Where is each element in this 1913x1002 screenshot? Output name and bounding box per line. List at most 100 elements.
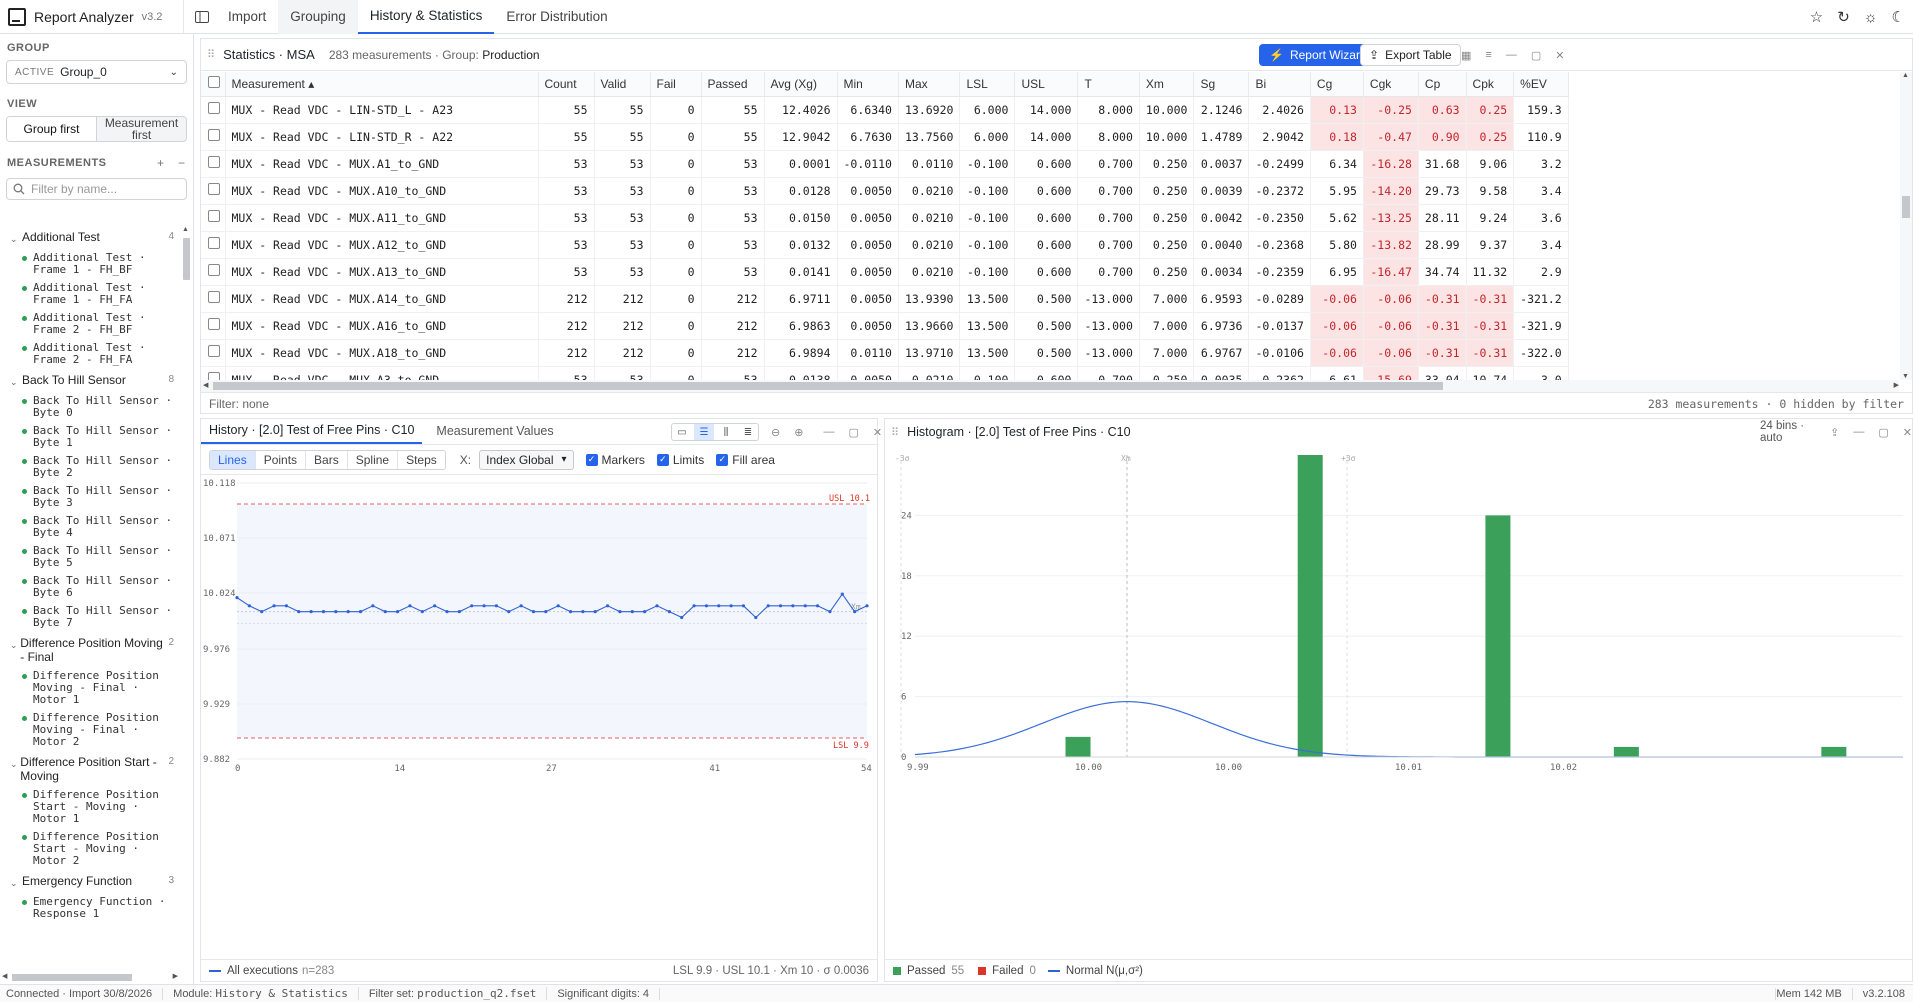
layout-cols-icon[interactable]: ⫼ [723,426,729,438]
data-point[interactable] [803,604,807,608]
export-icon[interactable]: ⇪ [1830,426,1840,439]
data-point[interactable] [321,610,326,614]
drag-handle-icon[interactable]: ⠿ [207,49,216,61]
histogram-bar[interactable] [1297,455,1323,757]
data-point[interactable] [408,604,412,608]
x-axis-select[interactable]: Index Global ▾ [479,449,574,470]
history-chart[interactable]: 10.118 10.071 10.024 9.976 9.929 9.882 0 14 27 41… [201,475,877,961]
column-header[interactable]: Bi [1248,72,1311,97]
collapse-all-icon[interactable]: − [177,156,185,170]
zoom-out-icon[interactable]: ⊖ [771,426,781,439]
table-row[interactable]: MUX - Read VDC - LIN-STD_L - A23 55 55 0 55 1… [201,96,1569,124]
data-point[interactable] [778,604,783,608]
column-header[interactable]: LSL [959,72,1016,97]
column-header[interactable]: Measurement ▴ [225,72,539,97]
mode-points[interactable]: Points [256,450,307,469]
refresh-icon[interactable]: ↻ [1837,9,1850,26]
column-header[interactable]: Cgk [1363,72,1419,97]
tree-group[interactable]: ⌄ Additional Test 4 [0,228,180,248]
mode-bars[interactable]: Bars [306,450,348,469]
data-point[interactable] [445,610,449,614]
table-row[interactable]: MUX - Read VDC - MUX.A12_to_GND 53 53 0 53 0.… [201,231,1569,259]
data-point[interactable] [334,610,338,614]
data-point[interactable] [791,604,795,608]
tab-measurement-values[interactable]: Measurement Values [436,424,554,438]
layout-list-icon[interactable]: ≣ [743,426,753,438]
data-point[interactable] [260,610,264,614]
table-row[interactable]: MUX - Read VDC - MUX.A14_to_GND 212 212 0 21… [201,285,1569,313]
select-all-checkbox[interactable] [208,76,220,89]
data-point[interactable] [482,604,486,608]
data-point[interactable] [346,610,350,614]
column-header[interactable]: Count [538,72,595,97]
row-checkbox[interactable] [208,318,220,330]
data-point[interactable] [680,615,684,620]
data-point[interactable] [865,604,869,608]
maximize-icon[interactable]: ▢ [848,426,859,439]
columns-icon[interactable]: ▦ [1461,49,1472,62]
table-hscrollbar[interactable]: ◀ ▶ [201,380,1899,392]
report-wizard-button[interactable]: ⚡ Report Wizard [1259,44,1377,66]
histogram-bar[interactable] [1821,746,1847,757]
histogram-bar[interactable] [1065,736,1091,757]
tree-scrollbar[interactable]: ▲ [181,226,191,968]
data-point[interactable] [704,604,709,608]
star-icon[interactable]: ☆ [1809,9,1824,26]
expand-all-icon[interactable]: + [156,156,164,170]
drag-handle-icon[interactable]: ⠿ [891,426,900,439]
column-header[interactable]: %EV [1513,72,1569,97]
data-point[interactable] [581,610,585,614]
group-select[interactable]: ACTIVE Group_0 ⌄ [6,60,187,84]
column-header[interactable]: Passed [701,72,765,97]
close-icon[interactable]: ✕ [1555,49,1565,62]
table-row[interactable]: MUX - Read VDC - MUX.A18_to_GND 212 212 0 21… [201,339,1569,367]
table-row[interactable]: MUX - Read VDC - MUX.A16_to_GND 212 212 0 21… [201,312,1569,340]
data-point[interactable] [692,604,696,608]
tree-item[interactable]: Back To Hill Sensor · Byte 0 [0,394,180,421]
tree-item[interactable]: Back To Hill Sensor · Byte 4 [0,514,180,541]
table-vscrollbar[interactable]: ▲ ▼ [1900,72,1912,380]
table-row[interactable]: MUX - Read VDC - MUX.A11_to_GND 53 53 0 53 0.… [201,204,1569,232]
format-icon[interactable]: ≡ [1485,49,1492,61]
data-point[interactable] [395,610,400,614]
tree-item[interactable]: Back To Hill Sensor · Byte 1 [0,424,180,451]
column-header[interactable]: USL [1014,72,1079,97]
row-checkbox[interactable] [208,210,220,222]
data-point[interactable] [309,610,313,614]
tree-item[interactable]: Additional Test · Frame 2 - FH_FA [0,341,180,368]
data-point[interactable] [531,610,536,614]
row-checkbox[interactable] [208,237,220,249]
column-header[interactable]: Sg [1193,72,1250,97]
data-point[interactable] [840,592,844,596]
tree-item[interactable]: Back To Hill Sensor · Byte 6 [0,574,180,601]
tree-item[interactable]: Additional Test · Frame 1 - FH_BF [0,251,180,278]
data-point[interactable] [457,610,461,614]
close-icon[interactable]: ✕ [872,426,883,439]
row-checkbox[interactable] [208,156,220,168]
tree-item[interactable]: Emergency Function · Response 1 [0,895,180,922]
tree-item[interactable]: Additional Test · Frame 2 - FH_BF [0,311,180,338]
row-checkbox[interactable] [208,129,220,141]
column-header[interactable]: Max [898,72,961,97]
table-row[interactable]: MUX - Read VDC - MUX.A10_to_GND 53 53 0 53 0.… [201,177,1569,205]
tree-item[interactable]: Back To Hill Sensor · Byte 3 [0,484,180,511]
tree-group[interactable]: ⌄ Back To Hill Sensor 8 [0,371,180,391]
tree-group[interactable]: ⌄ Difference Position Start - Moving 2 [0,753,180,785]
column-header[interactable]: Xm [1139,72,1195,97]
data-point[interactable] [828,610,832,614]
tree-item[interactable]: Difference Position Moving - Final · Mot… [0,711,180,750]
data-point[interactable] [630,610,634,614]
data-point[interactable] [815,604,820,608]
row-checkbox[interactable] [208,102,220,114]
data-point[interactable] [568,610,573,614]
histogram-bar[interactable] [1613,746,1639,757]
column-header[interactable]: Cp [1418,72,1467,97]
minimize-icon[interactable]: — [1505,49,1517,61]
mode-steps[interactable]: Steps [406,452,437,467]
data-point[interactable] [433,604,437,608]
maximize-icon[interactable]: ▢ [1878,426,1889,439]
histogram-bar[interactable] [1485,515,1511,757]
minimize-icon[interactable]: — [1853,426,1865,438]
histogram-chart[interactable]: 0 6 12 18 24 9.99 10.00 10.00 10.01 10.02 -3σ Xm +3σ [885,445,1912,961]
markers-checkbox[interactable]: ✓ Markers [585,453,645,467]
